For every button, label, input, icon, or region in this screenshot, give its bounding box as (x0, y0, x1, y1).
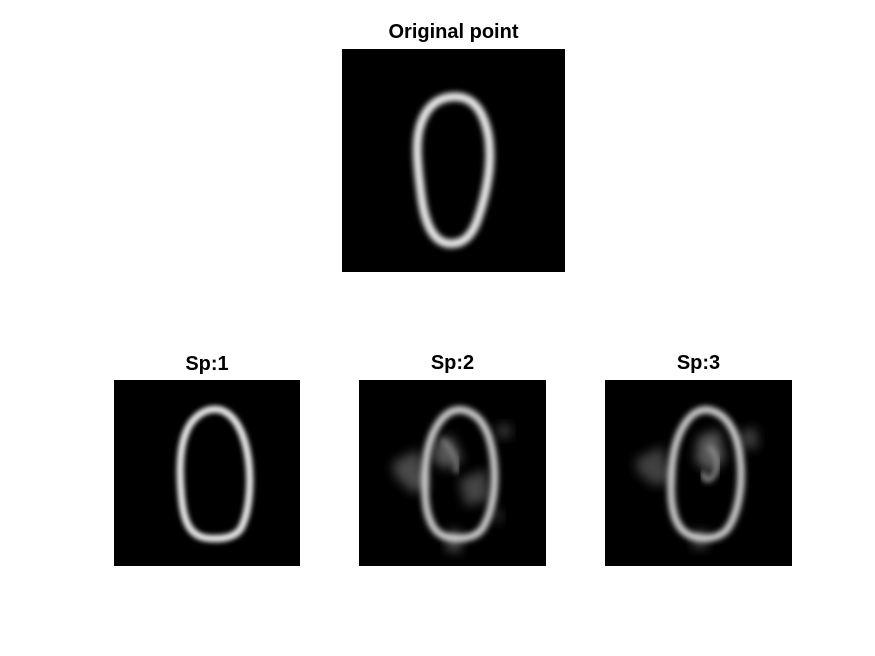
digit-zero-image (176, 405, 254, 543)
digit-zero-image (392, 406, 512, 553)
original-title: Original point (388, 21, 519, 43)
sp1-image (114, 380, 300, 566)
sp3-title: Sp:3 (676, 352, 721, 374)
sp2-image (359, 380, 546, 566)
sp2-title: Sp:2 (430, 352, 475, 374)
sp1-title: Sp:1 (185, 353, 229, 375)
sp3-image (605, 380, 792, 566)
digit-zero-image (412, 92, 495, 249)
digit-zero-image (635, 406, 759, 550)
original-image (342, 49, 565, 272)
